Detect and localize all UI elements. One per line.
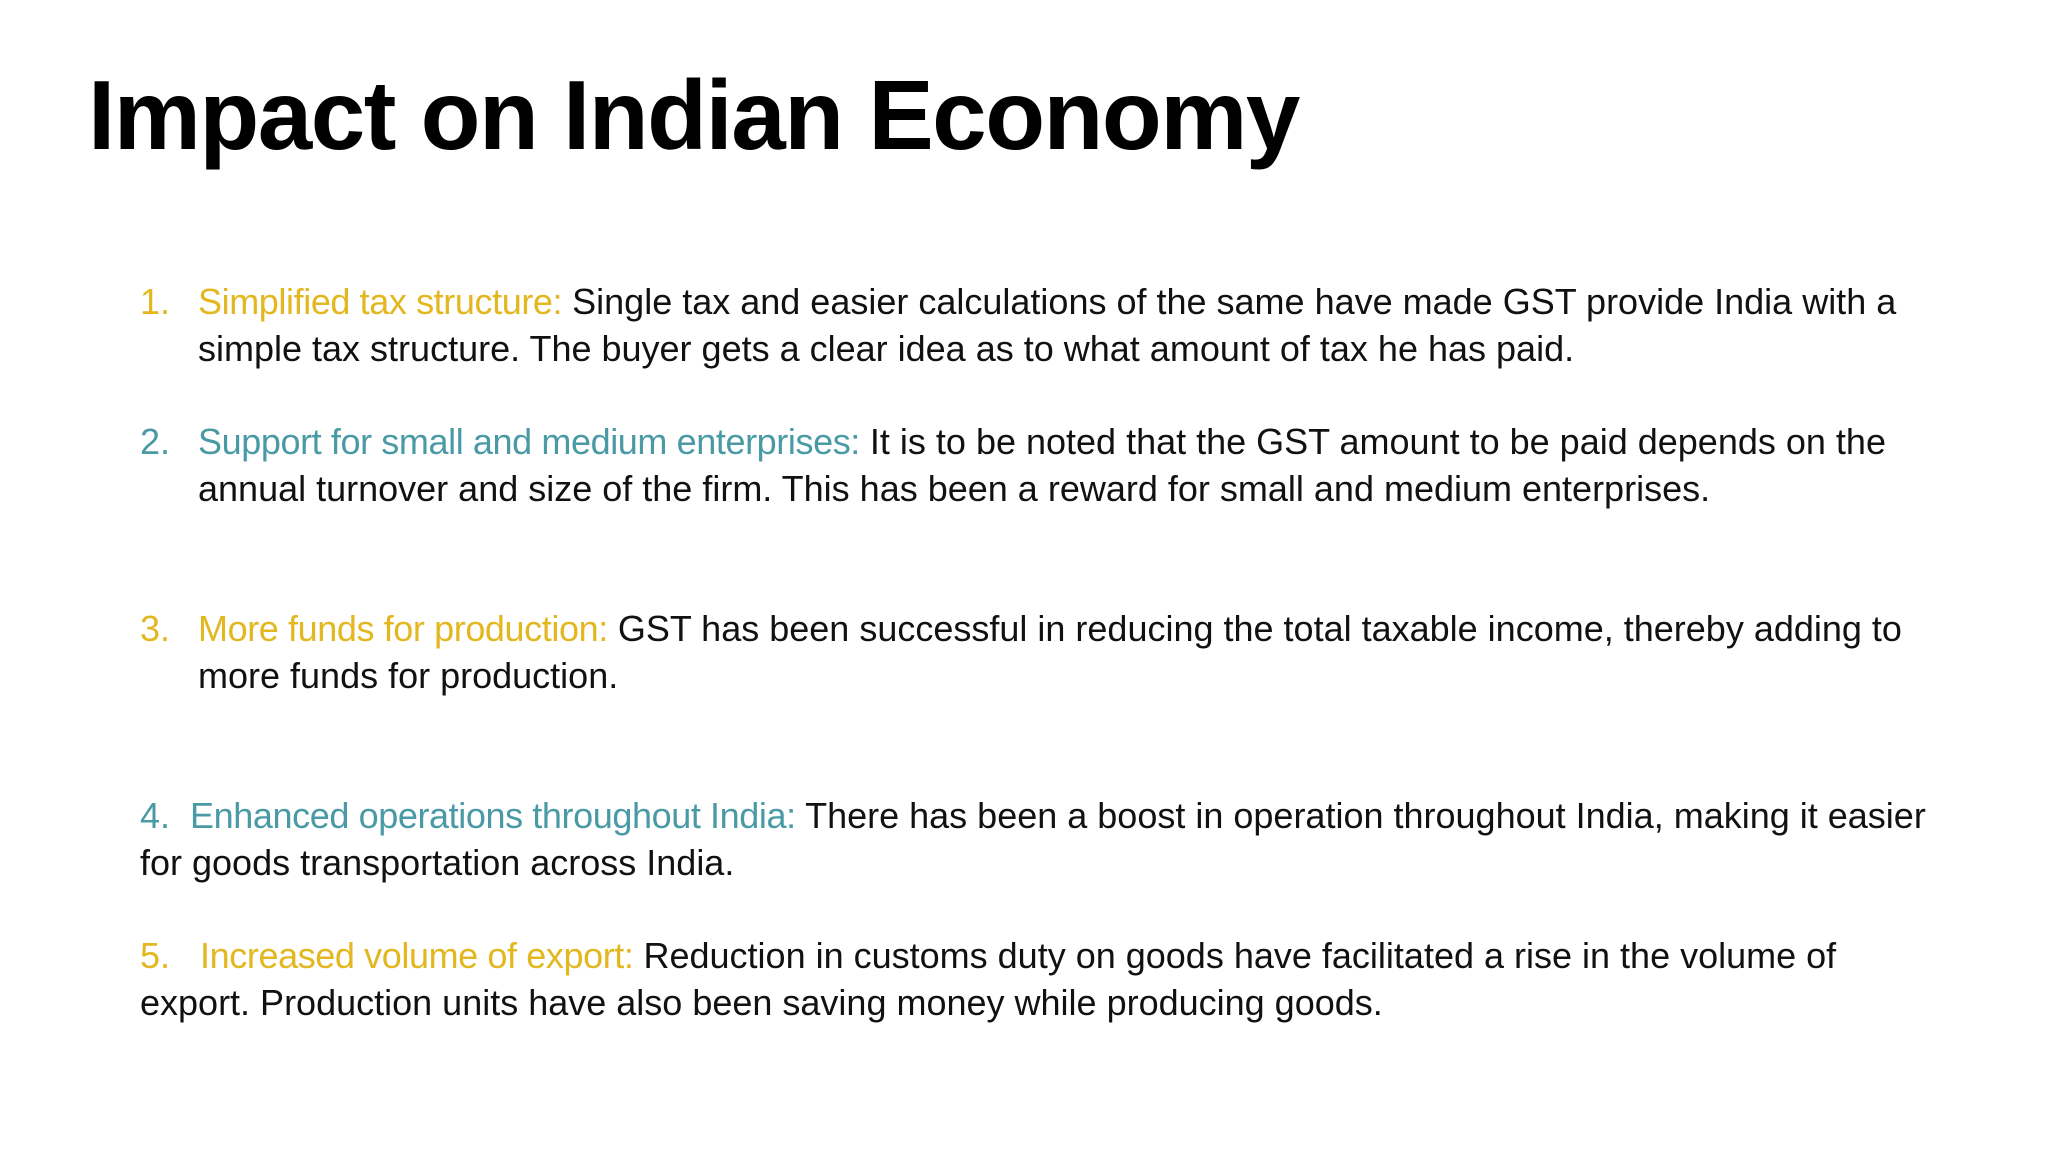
- list-item-text: Reduction in customs duty on goods have …: [140, 935, 1837, 1023]
- list-item-heading: Enhanced operations throughout India:: [190, 795, 796, 836]
- list-item-number: 5.: [140, 935, 171, 976]
- list-item-number: 4.: [140, 795, 171, 836]
- list-item-text: GST has been successful in reducing the …: [198, 608, 1902, 696]
- list-item-text: It is to be noted that the GST amount to…: [198, 421, 1886, 509]
- list-item-1: 1. Simplified tax structure: Single tax …: [140, 278, 1940, 372]
- list-item-heading: More funds for production:: [198, 608, 608, 649]
- list-item-body: Support for small and medium enterprises…: [198, 418, 1940, 512]
- list-item-body: More funds for production: GST has been …: [198, 605, 1940, 699]
- list-item-2: 2. Support for small and medium enterpri…: [140, 418, 1940, 512]
- list-item-text: There has been a boost in operation thro…: [140, 795, 1926, 883]
- list-item-heading: Support for small and medium enterprises…: [198, 421, 860, 462]
- list-item-number: 2.: [140, 421, 171, 462]
- list-item-number: 3.: [140, 608, 171, 649]
- list-item-4: 4. Enhanced operations throughout India:…: [140, 792, 1940, 886]
- list-item-3: 3. More funds for production: GST has be…: [140, 605, 1940, 699]
- list-item-body: 4. Enhanced operations throughout India:…: [140, 792, 1940, 886]
- list-item-heading: Increased volume of export:: [200, 935, 634, 976]
- list-item-body: 5. Increased volume of export: Reduction…: [140, 932, 1940, 1026]
- list-item-text: Single tax and easier calculations of th…: [198, 281, 1897, 369]
- list-item-body: Simplified tax structure: Single tax and…: [198, 278, 1940, 372]
- slide-title: Impact on Indian Economy: [88, 60, 1300, 170]
- list-item-number: 1.: [140, 281, 171, 322]
- list-item-5: 5. Increased volume of export: Reduction…: [140, 932, 1940, 1026]
- list-item-heading: Simplified tax structure:: [198, 281, 563, 322]
